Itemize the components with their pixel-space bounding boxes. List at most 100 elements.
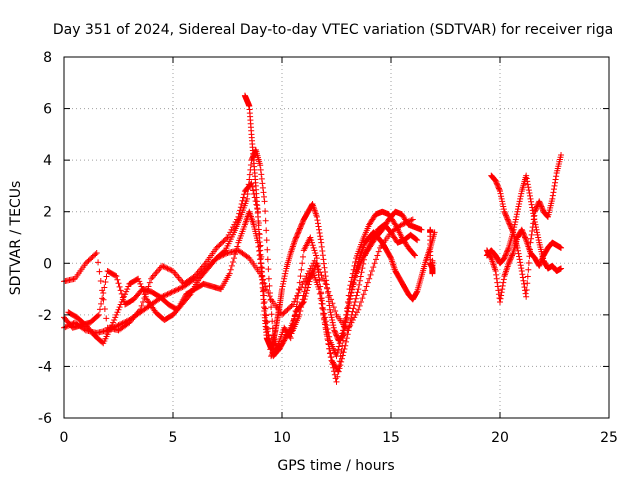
data-point-marker [219, 239, 226, 246]
data-point-marker [510, 226, 517, 233]
data-point-marker [195, 271, 202, 278]
data-point-marker [525, 187, 532, 194]
data-point-marker [304, 287, 311, 294]
data-point-marker [313, 260, 320, 267]
data-point-marker [228, 262, 235, 269]
data-point-marker [279, 286, 285, 293]
data-point-marker [258, 175, 265, 182]
data-point-marker [535, 237, 542, 244]
data-point-marker [351, 314, 358, 321]
data-point-marker [523, 287, 530, 294]
data-point-marker [93, 249, 100, 256]
data-point-marker [335, 343, 342, 350]
data-point-marker [307, 234, 314, 241]
x-tick-label: 10 [273, 430, 291, 446]
y-tick-label: 0 [43, 256, 52, 272]
data-point-marker [368, 268, 375, 275]
data-point-marker [227, 266, 234, 273]
data-point-marker [528, 231, 535, 238]
data-point-marker [536, 198, 543, 205]
data-point-marker [325, 329, 332, 336]
data-point-marker [104, 327, 111, 334]
data-point-marker [551, 182, 558, 189]
data-point-marker [550, 189, 557, 196]
data-point-marker [357, 273, 364, 280]
data-point-marker [160, 293, 167, 300]
data-point-marker [506, 258, 513, 265]
data-point-marker [303, 290, 310, 297]
y-tick-label: 4 [43, 153, 52, 169]
data-point-marker [370, 264, 377, 271]
data-point-marker [514, 206, 521, 213]
data-point-marker [260, 189, 267, 196]
data-point-marker [313, 252, 320, 259]
y-tick-label: -4 [38, 359, 52, 375]
data-point-marker [523, 293, 530, 300]
data-point-marker [299, 260, 306, 267]
data-point-marker [354, 289, 361, 296]
data-point-marker [503, 213, 510, 220]
data-point-marker [86, 256, 93, 263]
data-point-marker [122, 318, 129, 325]
data-point-marker [505, 219, 512, 226]
data-point-marker [531, 219, 538, 226]
data-point-marker [295, 228, 302, 235]
data-point-marker [123, 288, 130, 295]
data-point-marker [401, 220, 408, 227]
data-point-marker [500, 203, 507, 210]
data-point-marker [507, 222, 514, 229]
data-point-marker [231, 255, 238, 262]
data-point-marker [326, 333, 333, 340]
data-point-marker [81, 326, 88, 333]
data-point-marker [351, 302, 358, 309]
data-point-marker [100, 289, 107, 296]
data-point-marker [495, 287, 502, 294]
data-point-marker [315, 223, 322, 230]
data-point-marker [261, 198, 268, 205]
data-point-marker [504, 248, 511, 255]
data-point-marker [116, 321, 123, 328]
data-point-marker [526, 253, 533, 260]
data-point-marker [102, 278, 109, 285]
data-point-marker [95, 259, 102, 266]
data-point-marker [280, 280, 287, 287]
data-point-marker [298, 284, 305, 291]
data-point-marker [356, 281, 363, 288]
data-point-marker [499, 282, 506, 289]
data-point-marker [289, 301, 296, 308]
y-tick-label: 2 [43, 205, 52, 221]
data-point-marker [362, 287, 369, 294]
data-point-marker [299, 253, 306, 260]
data-point-marker [552, 176, 559, 183]
data-point-marker [220, 251, 227, 258]
data-point-marker [533, 226, 540, 233]
data-point-marker [517, 195, 524, 202]
data-point-marker [304, 284, 311, 291]
data-point-marker [249, 183, 256, 190]
data-point-marker [300, 298, 307, 305]
data-point-marker [501, 253, 508, 260]
data-point-marker [494, 181, 501, 188]
data-point-marker [495, 184, 502, 191]
data-point-marker [208, 260, 215, 267]
data-point-marker [322, 280, 329, 287]
data-point-marker [517, 193, 524, 200]
data-point-marker [339, 333, 346, 340]
data-point-marker [501, 208, 508, 215]
data-point-marker [171, 288, 178, 295]
data-point-marker [504, 215, 511, 222]
data-point-marker [114, 322, 121, 329]
data-point-marker [504, 216, 511, 223]
data-point-marker [518, 265, 525, 272]
data-point-marker [527, 195, 534, 202]
data-point-marker [558, 151, 565, 158]
data-point-marker [174, 286, 181, 293]
data-point-marker [413, 236, 420, 243]
y-tick-label: 8 [43, 50, 52, 66]
data-point-marker [527, 239, 534, 246]
data-point-marker [514, 244, 521, 251]
data-point-marker [500, 279, 507, 286]
data-point-marker [112, 272, 119, 279]
data-point-marker [524, 273, 531, 280]
data-point-marker [262, 217, 269, 224]
